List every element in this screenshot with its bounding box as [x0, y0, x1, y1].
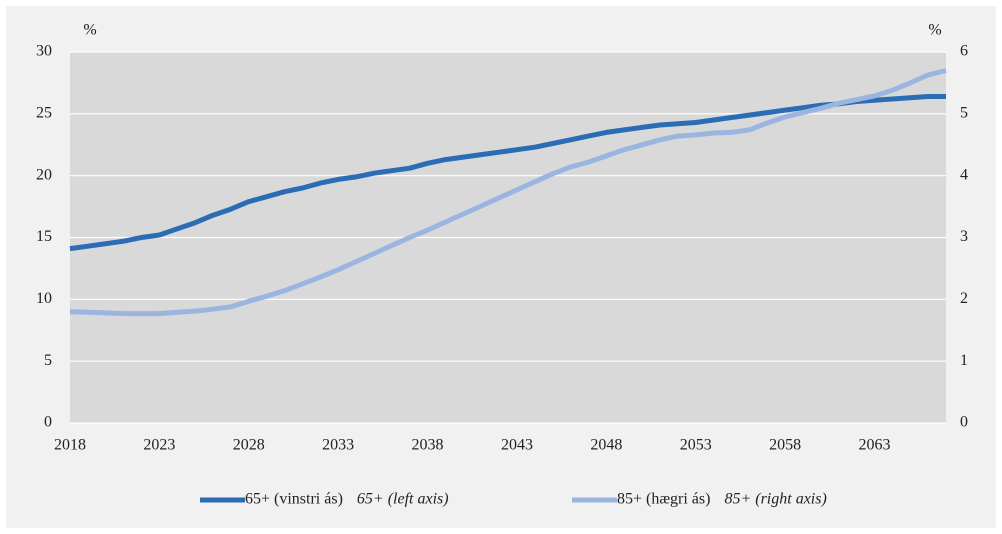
y2-tick-label: 1 — [960, 352, 968, 369]
legend-label-en: 65+ (left axis) — [357, 491, 449, 508]
x-tick-label: 2048 — [590, 437, 622, 454]
legend-label: 85+ (hægri ás) — [617, 491, 710, 508]
x-tick-label: 2043 — [501, 437, 533, 454]
y-tick-label: 10 — [36, 290, 52, 307]
x-tick-label: 2033 — [322, 437, 354, 454]
legend-label-en: 85+ (right axis) — [724, 491, 826, 508]
y-tick-label: 15 — [36, 228, 52, 245]
x-tick-label: 2028 — [233, 437, 265, 454]
y-tick-label: 5 — [44, 352, 52, 369]
x-tick-label: 2038 — [412, 437, 444, 454]
x-tick-label: 2063 — [858, 437, 890, 454]
y2-tick-label: 6 — [960, 43, 968, 60]
y-tick-label: 25 — [36, 105, 52, 122]
x-tick-label: 2023 — [143, 437, 175, 454]
legend-label: 65+ (vinstri ás) — [245, 491, 343, 508]
y-tick-label: 20 — [36, 166, 52, 183]
y-tick-label: 0 — [44, 414, 52, 431]
y2-unit: % — [928, 22, 941, 39]
x-tick-label: 2058 — [769, 437, 801, 454]
y-tick-label: 30 — [36, 43, 52, 60]
y2-tick-label: 4 — [960, 166, 968, 183]
y2-tick-label: 3 — [960, 228, 968, 245]
y2-tick-label: 2 — [960, 290, 968, 307]
series-line — [69, 68, 947, 317]
y2-tick-label: 0 — [960, 414, 968, 431]
series-line — [69, 94, 946, 252]
y-unit: % — [83, 22, 96, 39]
x-tick-label: 2018 — [54, 437, 86, 454]
y2-tick-label: 5 — [960, 105, 968, 122]
x-tick-label: 2053 — [680, 437, 712, 454]
